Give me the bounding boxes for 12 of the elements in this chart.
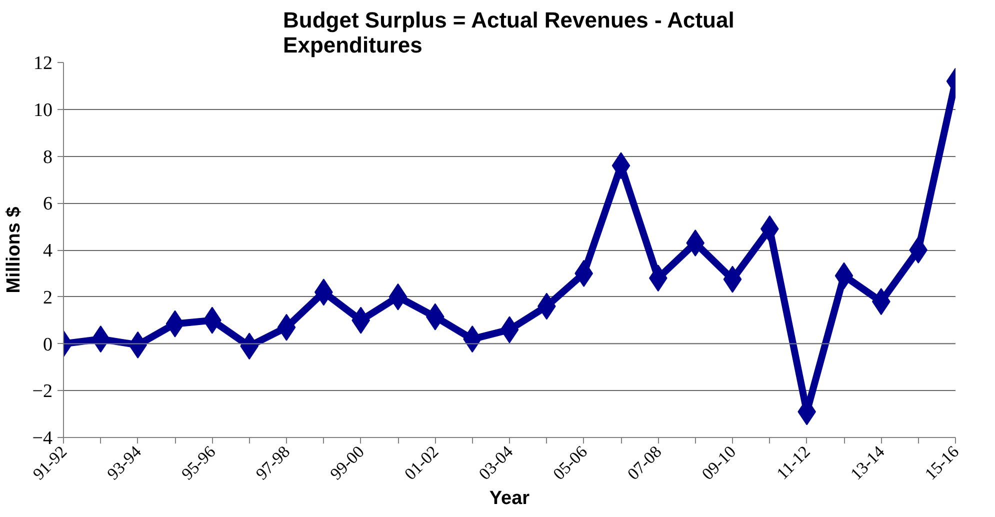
y-tick-label: 12 <box>34 53 52 74</box>
y-tick-label: 6 <box>43 194 52 215</box>
y-tick-label: −2 <box>32 381 53 402</box>
x-axis-title: Year <box>489 488 530 510</box>
y-axis-title: Millions $ <box>3 206 24 294</box>
y-tick-label: −4 <box>32 428 53 449</box>
chart-title: Budget Surplus = Actual Revenues - Actual Expenditures <box>283 8 734 58</box>
y-tick-label: 8 <box>43 146 52 168</box>
y-tick-label: 0 <box>43 334 52 356</box>
y-tick-label: 10 <box>34 100 52 121</box>
y-tick-label: 4 <box>43 240 53 262</box>
y-tick-label: 2 <box>43 287 52 308</box>
